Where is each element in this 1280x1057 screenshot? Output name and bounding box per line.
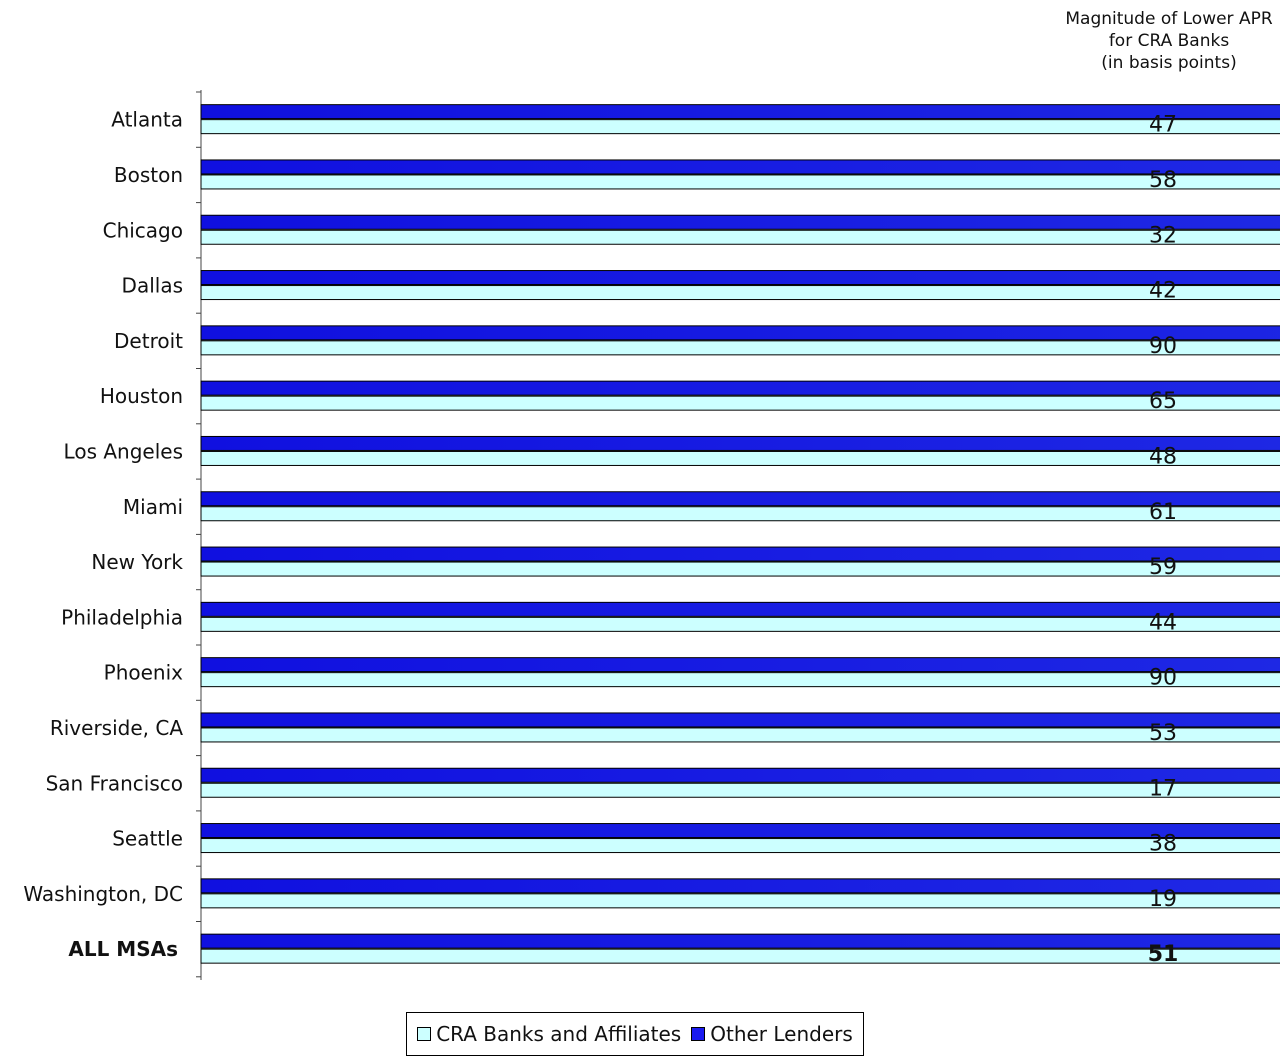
category-label: Detroit: [114, 329, 183, 353]
bar-other-lenders: [200, 933, 1280, 949]
category-label: New York: [91, 550, 183, 574]
magnitude-value: 90: [1149, 334, 1177, 359]
bar-cra-banks: [200, 174, 1280, 190]
magnitude-header-line-2: for CRA Banks: [1108, 31, 1230, 51]
magnitude-value: 47: [1149, 113, 1177, 138]
legend-label-other: Other Lenders: [710, 1022, 853, 1046]
category-label: Miami: [123, 495, 183, 519]
magnitude-value: 32: [1149, 223, 1177, 248]
bar-other-lenders: [200, 657, 1280, 673]
category-label: Boston: [114, 163, 183, 187]
bar-cra-banks: [200, 727, 1280, 743]
bar-other-lenders: [200, 435, 1280, 451]
bar-cra-banks: [200, 782, 1280, 798]
category-label: Los Angeles: [64, 439, 183, 463]
legend-swatch-cra: [417, 1027, 432, 1041]
bar-cra-banks: [200, 340, 1280, 356]
bar-other-lenders: [200, 767, 1280, 783]
bar-cra-banks: [200, 561, 1280, 577]
bar-other-lenders: [200, 104, 1280, 120]
category-label: San Francisco: [46, 771, 183, 795]
category-label: Houston: [100, 384, 183, 408]
bar-other-lenders: [200, 270, 1280, 286]
category-label: Washington, DC: [23, 882, 183, 906]
magnitude-header-line-1: Magnitude of Lower APR: [1065, 9, 1273, 29]
bar-other-lenders: [200, 491, 1280, 507]
legend-item-other: Other Lenders: [691, 1022, 853, 1046]
bar-cra-banks: [200, 948, 1280, 964]
magnitude-value: 65: [1149, 389, 1177, 414]
bar-other-lenders: [200, 712, 1280, 728]
category-label: Dallas: [122, 274, 183, 298]
magnitude-value: 48: [1149, 444, 1177, 469]
magnitude-value: 17: [1149, 776, 1177, 801]
legend-item-cra: CRA Banks and Affiliates: [417, 1022, 681, 1046]
magnitude-header: Magnitude of Lower APR for CRA Banks (in…: [1064, 8, 1274, 74]
magnitude-value: 44: [1149, 610, 1177, 635]
legend: CRA Banks and Affiliates Other Lenders: [406, 1012, 864, 1056]
bar-other-lenders: [200, 601, 1280, 617]
bar-cra-banks: [200, 229, 1280, 245]
category-label: Seattle: [112, 827, 183, 851]
category-label: Philadelphia: [61, 605, 183, 629]
bar-cra-banks: [200, 450, 1280, 466]
bar-other-lenders: [200, 823, 1280, 839]
bar-other-lenders: [200, 878, 1280, 894]
category-label: ALL MSAs: [68, 937, 178, 961]
category-label: Atlanta: [111, 108, 183, 132]
magnitude-value: 42: [1149, 279, 1177, 304]
bar-cra-banks: [200, 616, 1280, 632]
magnitude-value: 19: [1149, 887, 1177, 912]
magnitude-value: 90: [1149, 666, 1177, 691]
bar-cra-banks: [200, 285, 1280, 301]
bar-cra-banks: [200, 838, 1280, 854]
bar-cra-banks: [200, 672, 1280, 688]
bar-other-lenders: [200, 325, 1280, 341]
magnitude-header-line-3: (in basis points): [1101, 53, 1237, 73]
category-label: Chicago: [103, 218, 183, 242]
category-label: Riverside, CA: [50, 716, 183, 740]
magnitude-value: 53: [1149, 721, 1177, 746]
bar-cra-banks: [200, 893, 1280, 909]
bar-cra-banks: [200, 506, 1280, 522]
bar-other-lenders: [200, 380, 1280, 396]
bar-cra-banks: [200, 119, 1280, 135]
magnitude-value: 59: [1149, 555, 1177, 580]
bar-other-lenders: [200, 546, 1280, 562]
magnitude-value: 61: [1149, 500, 1177, 525]
magnitude-value: 38: [1149, 832, 1177, 857]
legend-swatch-other: [691, 1027, 706, 1041]
category-label: Phoenix: [104, 661, 184, 685]
legend-label-cra: CRA Banks and Affiliates: [436, 1022, 682, 1046]
bar-cra-banks: [200, 395, 1280, 411]
magnitude-value: 51: [1148, 942, 1179, 967]
magnitude-value: 58: [1149, 168, 1177, 193]
bar-other-lenders: [200, 214, 1280, 230]
bar-other-lenders: [200, 159, 1280, 175]
